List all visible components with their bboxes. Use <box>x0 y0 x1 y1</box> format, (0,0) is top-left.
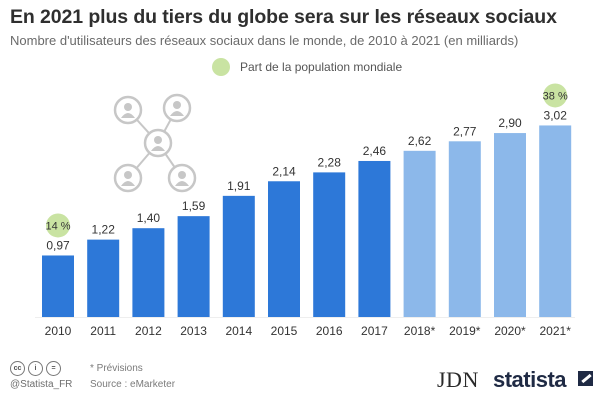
user-node-body <box>121 181 135 186</box>
share-label: 14 % <box>45 220 70 232</box>
user-node-head <box>154 136 162 144</box>
cc-icon: cc <box>10 361 25 376</box>
value-label: 2,46 <box>363 144 387 158</box>
bar <box>539 125 572 318</box>
x-tick-label: 2010 <box>45 324 72 338</box>
user-node-body <box>175 181 189 186</box>
bar <box>132 228 165 317</box>
user-node-head <box>124 171 132 179</box>
value-label: 2,77 <box>453 124 477 138</box>
user-node-body <box>121 113 135 118</box>
x-tick-label: 2013 <box>180 324 207 338</box>
bar <box>42 255 74 317</box>
value-label: 1,59 <box>182 199 206 213</box>
value-label: 3,02 <box>544 108 568 122</box>
user-node-icon <box>113 163 143 193</box>
x-tick-label: 2020* <box>494 324 526 338</box>
user-node-icon <box>143 128 173 158</box>
source-note: Source : eMarketer <box>90 379 176 390</box>
legend-swatch <box>212 58 230 76</box>
bar <box>494 133 526 317</box>
user-node-icon <box>162 93 192 123</box>
user-node-head <box>124 103 132 111</box>
x-tick-label: 2021* <box>540 324 572 338</box>
statista-handle: @Statista_FR <box>10 379 73 390</box>
x-tick-label: 2018* <box>404 324 436 338</box>
x-tick-label: 2016 <box>316 324 343 338</box>
bar <box>448 141 481 317</box>
user-node-icon <box>113 95 143 125</box>
bar-chart: 0,97 2010 14 % 1,22 2011 1,40 2012 1,59 2013 1,91… <box>35 83 575 338</box>
user-node-head <box>173 101 181 109</box>
social-network-icon <box>113 93 197 193</box>
statista-logo: statista <box>493 367 567 392</box>
x-tick-label: 2015 <box>271 324 298 338</box>
user-node-head <box>178 171 186 179</box>
jdn-logo: JDN <box>437 367 479 392</box>
legend-label: Part de la population mondiale <box>240 60 403 74</box>
statista-logo-icon <box>578 371 593 386</box>
bar <box>268 181 300 317</box>
chart-title: En 2021 plus du tiers du globe sera sur … <box>10 6 557 28</box>
forecast-note: * Prévisions <box>90 363 143 374</box>
share-bubble <box>543 83 568 108</box>
value-label: 2,14 <box>272 164 296 178</box>
x-tick-label: 2019* <box>449 324 481 338</box>
legend: Part de la population mondiale <box>212 58 402 76</box>
value-label: 1,91 <box>227 179 251 193</box>
value-label: 1,40 <box>137 211 161 225</box>
value-label: 2,90 <box>498 116 522 130</box>
value-label: 2,28 <box>318 155 342 169</box>
nd-icon: = <box>46 361 61 376</box>
x-tick-label: 2017 <box>361 324 388 338</box>
bar <box>87 239 120 317</box>
bar <box>222 195 255 317</box>
user-node-body <box>151 146 165 151</box>
x-tick-label: 2011 <box>90 324 116 338</box>
user-node-icon <box>167 163 197 193</box>
value-label: 1,22 <box>92 223 116 237</box>
footer: cc i = @Statista_FR * Prévisions Source … <box>0 355 600 400</box>
bar <box>358 160 391 317</box>
share-bubble <box>46 213 70 238</box>
user-node-body <box>170 111 184 116</box>
share-label: 38 % <box>543 90 568 102</box>
value-label: 2,62 <box>408 134 432 148</box>
by-icon: i <box>28 361 43 376</box>
x-tick-label: 2012 <box>135 324 162 338</box>
bar <box>313 172 346 317</box>
x-tick-label: 2014 <box>225 324 252 338</box>
license-icons: cc i = <box>10 361 61 376</box>
bar <box>177 216 210 317</box>
chart-subtitle: Nombre d'utilisateurs des réseaux sociau… <box>10 33 519 48</box>
value-label: 0,97 <box>46 238 70 252</box>
bar <box>403 150 436 317</box>
